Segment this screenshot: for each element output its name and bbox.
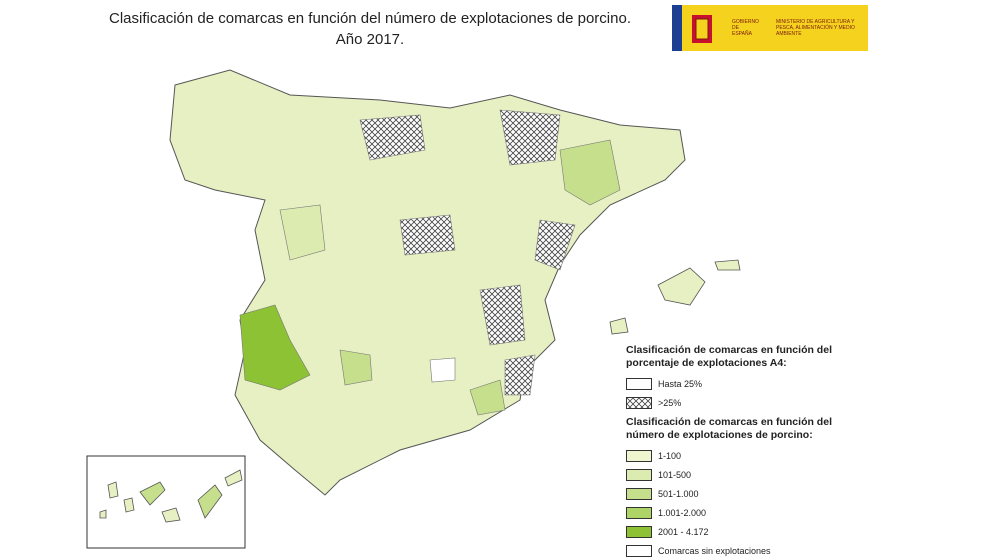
logo-ministry: MINISTERIO DE AGRICULTURA Y PESCA, ALIME… xyxy=(776,19,855,37)
legend-title: Clasificación de comarcas en función del… xyxy=(626,344,832,369)
legend-swatch xyxy=(626,377,652,390)
logo: GOBIERNO DE ESPAÑA MINISTERIO DE AGRICUL… xyxy=(672,5,868,51)
title: Clasificación de comarcas en función del… xyxy=(109,10,631,27)
legend: Clasificación de comarcas en función del… xyxy=(626,344,866,558)
legend-item: >25% xyxy=(626,393,866,412)
legend-item: 1.001-2.000 xyxy=(626,503,866,522)
legend-label: >25% xyxy=(658,397,682,408)
legend-label: Comarcas sin explotaciones xyxy=(658,545,771,556)
legend-item: Comarcas sin explotaciones xyxy=(626,541,866,558)
legend-title: Clasificación de comarcas en función del… xyxy=(626,416,832,441)
legend-swatch xyxy=(626,468,652,481)
legend-label: 101-500 xyxy=(658,469,692,480)
legend-swatch xyxy=(626,487,652,500)
canary-inset xyxy=(86,455,246,549)
regions xyxy=(239,109,621,416)
legend-label: 1-100 xyxy=(658,450,682,461)
legend-swatch xyxy=(626,449,652,462)
legend-label: Hasta 25% xyxy=(658,378,703,389)
legend-label: 1.001-2.000 xyxy=(658,507,707,518)
logo-government: GOBIERNO DE ESPAÑA xyxy=(732,19,759,37)
legend-label: 2001 - 4.172 xyxy=(658,526,709,537)
legend-item: 1-100 xyxy=(626,446,866,465)
legend-swatch xyxy=(626,525,652,538)
legend-item: Hasta 25% xyxy=(626,374,866,393)
legend-label: 501-1.000 xyxy=(658,488,699,499)
canary-islands xyxy=(99,469,243,523)
legend-swatch xyxy=(626,396,652,409)
logo-emblem xyxy=(672,5,712,51)
legend-items: 1-100 101-500 501-1.000 1.001-2.000 2001 - 4… xyxy=(626,446,866,558)
legend-item: 101-500 xyxy=(626,465,866,484)
legend-swatch xyxy=(626,506,652,519)
subtitle: Año 2017. xyxy=(335,31,405,48)
legend-item: 501-1.000 xyxy=(626,484,866,503)
legend-swatch xyxy=(626,544,652,557)
spain-mainland xyxy=(169,69,686,496)
legend-item: 2001 - 4.172 xyxy=(626,522,866,541)
balearic-islands xyxy=(609,259,741,335)
